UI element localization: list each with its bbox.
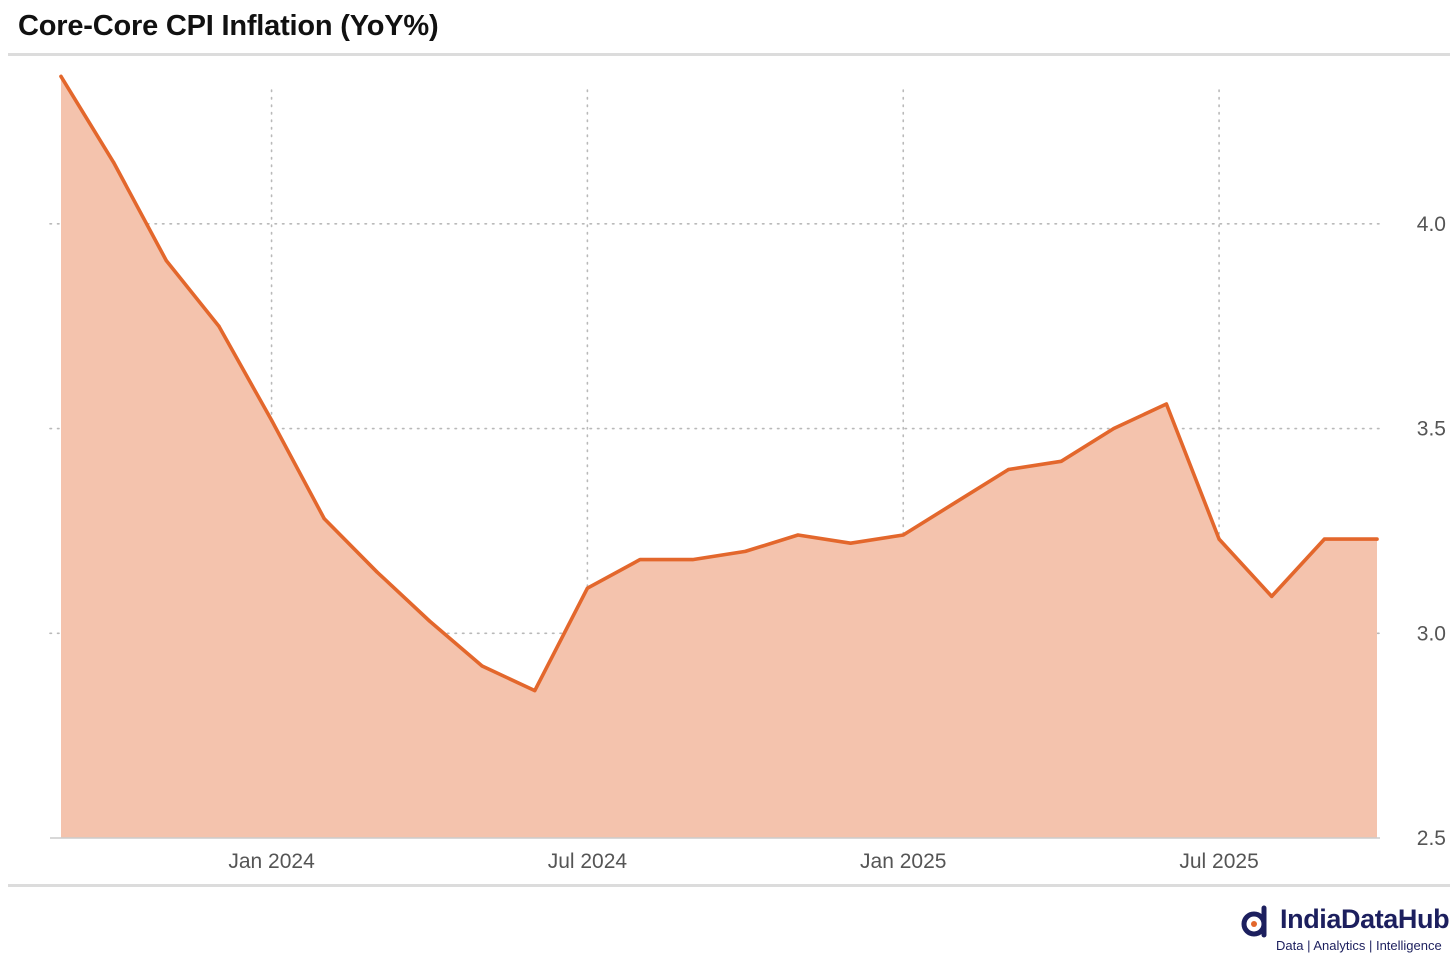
data-point-2025-01 [901,533,905,537]
x-tick-label-2025-01: Jan 2025 [860,850,946,873]
data-point-2024-03 [375,570,379,574]
brand-tagline: Data | Analytics | Intelligence [1276,938,1442,953]
footer-divider [8,884,1450,887]
y-tick-label-3.5: 3.5 [1417,418,1446,441]
data-point-2023-11 [164,259,168,263]
data-point-2024-05 [480,664,484,668]
data-point-2024-12 [849,541,853,545]
data-point-2024-07 [585,586,590,590]
data-point-2024-02 [322,517,326,521]
x-tick-label-2024-07: Jul 2024 [548,850,628,873]
area-chart: 2.5 3.0 3.5 4.0 Jan 2024 Jul 2024 Jan 2025 Jul … [49,74,1446,873]
data-point-2024-06 [533,688,537,693]
data-point-2025-07 [1217,537,1221,541]
data-point-2024-10 [743,549,747,553]
brand-name: IndiaDataHub [1280,904,1450,934]
data-point-2024-09 [691,557,695,562]
chart-title: Core-Core CPI Inflation (YoY%) [18,10,439,42]
data-point-2025-04 [1059,459,1063,463]
data-point-2024-08 [638,557,642,562]
y-tick-label-2.5: 2.5 [1417,827,1446,850]
data-point-2025-06 [1164,402,1169,406]
data-point-2025-03 [1006,467,1011,472]
area-series [59,74,1379,838]
series-area-fill [61,76,1377,838]
india-data-hub-logo-icon [1241,905,1267,938]
data-point-2025-05 [1112,426,1116,431]
data-point-2025-10 [1375,537,1379,541]
data-point-2024-11 [796,533,800,537]
data-point-2025-09 [1322,537,1326,541]
y-tick-label-4.0: 4.0 [1417,213,1446,236]
y-tick-label-3.0: 3.0 [1417,622,1446,645]
header-divider [8,53,1450,56]
data-point-2024-01 [269,418,274,422]
data-point-2023-12 [217,324,221,328]
x-tick-label-2025-07: Jul 2025 [1179,850,1258,873]
brand-logo: IndiaDataHub Data | Analytics | Intellig… [1240,902,1450,958]
x-tick-label-2024-01: Jan 2024 [228,850,315,873]
axes: 2.5 3.0 3.5 4.0 Jan 2024 Jul 2024 Jan 2025 Jul … [50,213,1446,873]
data-point-2023-10 [112,160,116,164]
series-line [59,74,1379,693]
data-point-2025-08 [1270,594,1274,599]
data-point-2024-04 [427,619,432,623]
data-point-2023-09 [59,74,63,78]
data-point-2025-02 [954,500,958,504]
